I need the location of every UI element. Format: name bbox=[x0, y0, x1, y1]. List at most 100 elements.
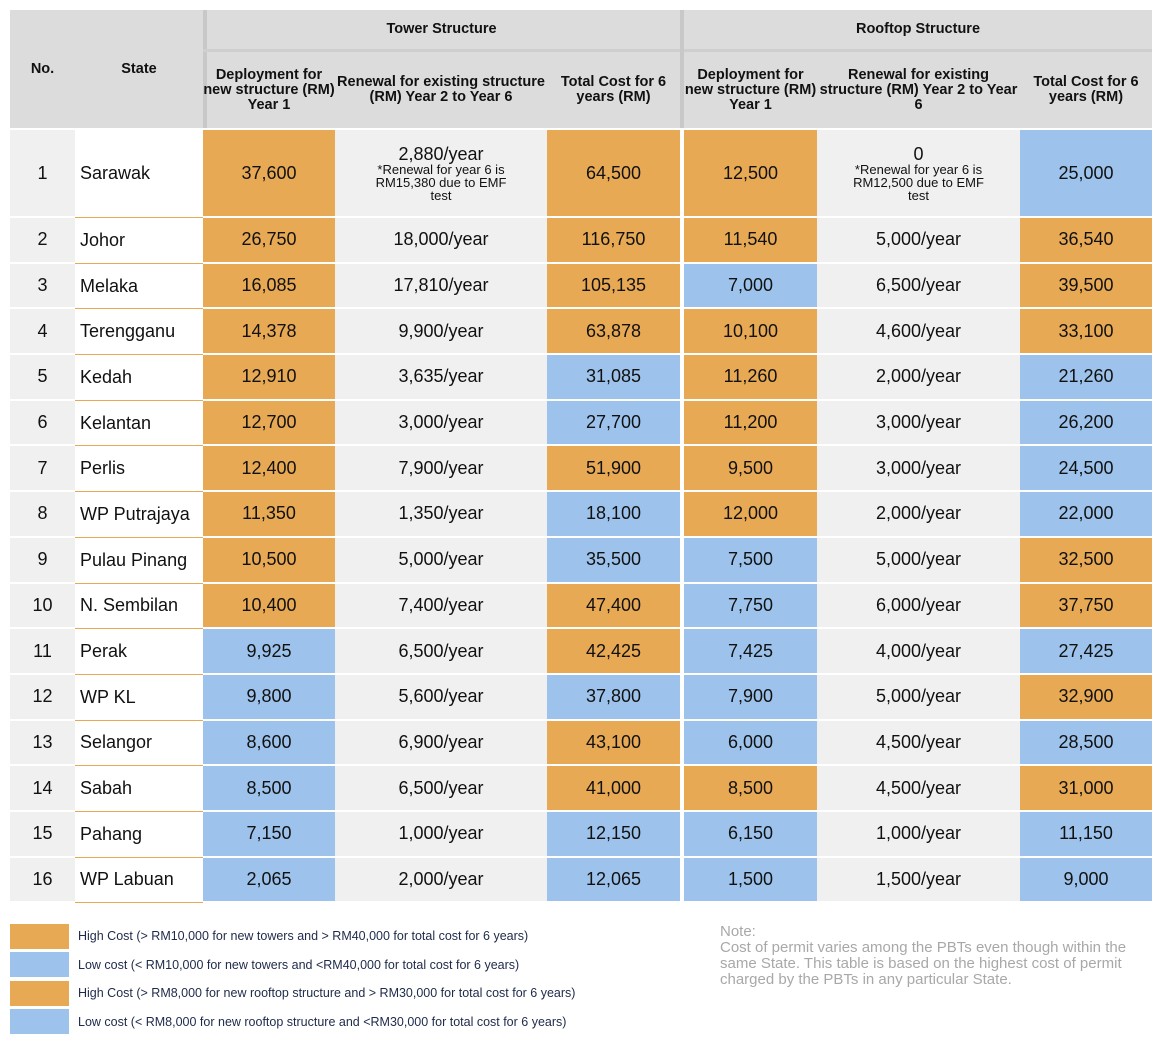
tower-deploy-cost: 11,350 bbox=[203, 492, 335, 538]
rooftop-renewal-cost: 4,000/year bbox=[817, 629, 1020, 675]
tower-renewal-cost: 18,000/year bbox=[335, 218, 547, 264]
tower-renewal-cost: 7,900/year bbox=[335, 446, 547, 493]
row-number: 7 bbox=[10, 446, 75, 493]
legend: High Cost (> RM10,000 for new towers and… bbox=[10, 922, 575, 1036]
tower-total-cost: 31,085 bbox=[547, 355, 680, 401]
rooftop-total-cost: 26,200 bbox=[1020, 400, 1152, 447]
divider bbox=[680, 218, 684, 264]
divider bbox=[680, 10, 684, 128]
table-body: 1 Sarawak 37,600 2,880/year *Renewal for yea… bbox=[10, 130, 1152, 904]
rooftop-total-cost: 24,500 bbox=[1020, 446, 1152, 493]
legend-item: High Cost (> RM10,000 for new towers and… bbox=[10, 922, 575, 951]
rooftop-renewal-cost: 3,000/year bbox=[817, 400, 1020, 447]
state-name: Melaka bbox=[75, 263, 203, 310]
rooftop-renewal-cost: 4,500/year bbox=[817, 766, 1020, 812]
note: Note: Cost of permit varies among the PB… bbox=[720, 924, 1140, 988]
rooftop-total-cost: 32,500 bbox=[1020, 537, 1152, 584]
tower-total-cost: 35,500 bbox=[547, 537, 680, 584]
rooftop-total-cost: 11,150 bbox=[1020, 811, 1152, 858]
state-name: WP Labuan bbox=[75, 857, 203, 904]
tower-renewal-cost: 3,635/year bbox=[335, 355, 547, 401]
rooftop-renewal-cost: 2,000/year bbox=[817, 355, 1020, 401]
tower-renewal-cost: 17,810/year bbox=[335, 263, 547, 310]
rooftop-total-cost: 9,000 bbox=[1020, 857, 1152, 904]
row-number: 5 bbox=[10, 355, 75, 401]
row-number: 11 bbox=[10, 629, 75, 675]
tower-renewal-cost: 5,600/year bbox=[335, 674, 547, 721]
state-name: WP KL bbox=[75, 674, 203, 721]
tower-deploy-cost: 9,800 bbox=[203, 674, 335, 721]
row-number: 10 bbox=[10, 583, 75, 630]
tower-renewal-cost: 6,500/year bbox=[335, 629, 547, 675]
rooftop-total-cost: 22,000 bbox=[1020, 492, 1152, 538]
state-name: WP Putrajaya bbox=[75, 492, 203, 538]
tower-renewal-cost: 6,900/year bbox=[335, 720, 547, 767]
rooftop-renewal-cost: 6,000/year bbox=[817, 583, 1020, 630]
rooftop-deploy-cost: 12,500 bbox=[684, 130, 817, 218]
rooftop-deploy-cost: 7,500 bbox=[684, 537, 817, 584]
divider bbox=[680, 401, 684, 447]
rooftop-renewal-cost: 5,000/year bbox=[817, 537, 1020, 584]
divider bbox=[680, 355, 684, 401]
state-name: Pulau Pinang bbox=[75, 537, 203, 584]
rooftop-total-cost: 32,900 bbox=[1020, 674, 1152, 721]
rooftop-total-cost: 39,500 bbox=[1020, 263, 1152, 310]
state-name: Pahang bbox=[75, 811, 203, 858]
row-number: 4 bbox=[10, 309, 75, 356]
tower-total-cost: 41,000 bbox=[547, 766, 680, 812]
table-row: 11 Perak 9,925 6,500/year 42,425 7,425 4,000/y… bbox=[10, 629, 1152, 675]
tower-total-cost: 37,800 bbox=[547, 674, 680, 721]
header-tower-total: Total Cost for 6 years (RM) bbox=[560, 74, 667, 105]
row-number: 6 bbox=[10, 400, 75, 447]
table-row: 9 Pulau Pinang 10,500 5,000/year 35,500 7,500… bbox=[10, 537, 1152, 584]
tower-total-cost: 42,425 bbox=[547, 629, 680, 675]
tower-deploy-cost: 26,750 bbox=[203, 218, 335, 264]
header-tower-renewal: Renewal for existing structure (RM) Year… bbox=[337, 74, 545, 105]
rooftop-deploy-cost: 12,000 bbox=[684, 492, 817, 538]
renewal-note: *Renewal for year 6 is RM15,380 due to E… bbox=[375, 161, 507, 203]
divider bbox=[203, 10, 207, 128]
state-name: Perlis bbox=[75, 446, 203, 493]
legend-text: Low cost (< RM10,000 for new towers and … bbox=[78, 957, 520, 972]
rooftop-renewal-cost: 6,500/year bbox=[817, 263, 1020, 310]
state-name: Perak bbox=[75, 629, 203, 675]
tower-total-cost: 43,100 bbox=[547, 720, 680, 767]
tower-renewal-cost: 2,880/year *Renewal for year 6 is RM15,38… bbox=[335, 130, 547, 218]
divider bbox=[680, 446, 684, 493]
tower-total-cost: 116,750 bbox=[547, 218, 680, 264]
note-title: Note: bbox=[720, 923, 756, 940]
table-row: 14 Sabah 8,500 6,500/year 41,000 8,500 4,500/y… bbox=[10, 766, 1152, 812]
table-row: 3 Melaka 16,085 17,810/year 105,135 7,000 6,50… bbox=[10, 263, 1152, 310]
rooftop-deploy-cost: 6,000 bbox=[684, 720, 817, 767]
tower-renewal-cost: 3,000/year bbox=[335, 400, 547, 447]
rooftop-renewal-cost: 5,000/year bbox=[817, 218, 1020, 264]
legend-item: Low cost (< RM8,000 for new rooftop stru… bbox=[10, 1008, 575, 1037]
state-name: Selangor bbox=[75, 720, 203, 767]
state-name: Terengganu bbox=[75, 309, 203, 356]
legend-swatch bbox=[10, 952, 69, 978]
divider bbox=[680, 538, 684, 584]
renewal-value: 2,880/year bbox=[398, 143, 484, 164]
row-number: 12 bbox=[10, 674, 75, 721]
tower-deploy-cost: 10,500 bbox=[203, 537, 335, 584]
rooftop-total-cost: 33,100 bbox=[1020, 309, 1152, 356]
rooftop-deploy-cost: 7,750 bbox=[684, 583, 817, 630]
header-rooftop-deploy: Deployment for new structure (RM) Year 1 bbox=[684, 66, 817, 113]
tower-renewal-cost: 7,400/year bbox=[335, 583, 547, 630]
rooftop-total-cost: 25,000 bbox=[1020, 130, 1152, 218]
row-number: 9 bbox=[10, 537, 75, 584]
table-row: 5 Kedah 12,910 3,635/year 31,085 11,260 2,000/… bbox=[10, 355, 1152, 401]
rooftop-renewal-cost: 4,500/year bbox=[817, 720, 1020, 767]
table-row: 6 Kelantan 12,700 3,000/year 27,700 11,200 3,0… bbox=[10, 400, 1152, 447]
tower-total-cost: 18,100 bbox=[547, 492, 680, 538]
rooftop-deploy-cost: 8,500 bbox=[684, 766, 817, 812]
row-number: 3 bbox=[10, 263, 75, 310]
row-number: 15 bbox=[10, 811, 75, 858]
tower-deploy-cost: 9,925 bbox=[203, 629, 335, 675]
rooftop-deploy-cost: 1,500 bbox=[684, 857, 817, 904]
tower-renewal-cost: 1,350/year bbox=[335, 492, 547, 538]
state-name: Kelantan bbox=[75, 400, 203, 447]
rooftop-total-cost: 27,425 bbox=[1020, 629, 1152, 675]
note-body: Cost of permit varies among the PBTs eve… bbox=[720, 939, 1127, 988]
rooftop-deploy-cost: 6,150 bbox=[684, 811, 817, 858]
